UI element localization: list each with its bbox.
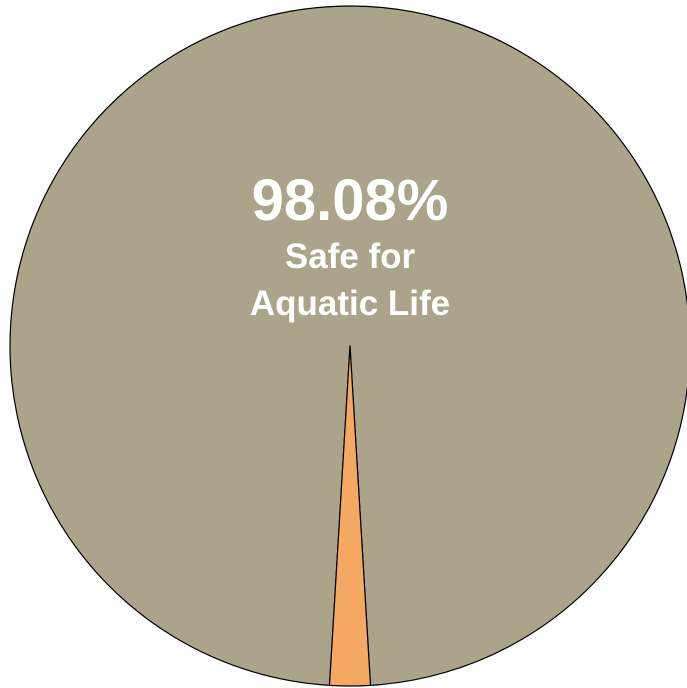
pie-slice-other: [328, 345, 372, 687]
pie-slice-safe: [9, 5, 687, 686]
safe-label-line1: Safe for: [285, 237, 416, 276]
safe-label-line2: Aquatic Life: [250, 284, 450, 323]
safe-percent-label: 98.08%: [252, 168, 449, 233]
pie-slices: [9, 5, 687, 687]
